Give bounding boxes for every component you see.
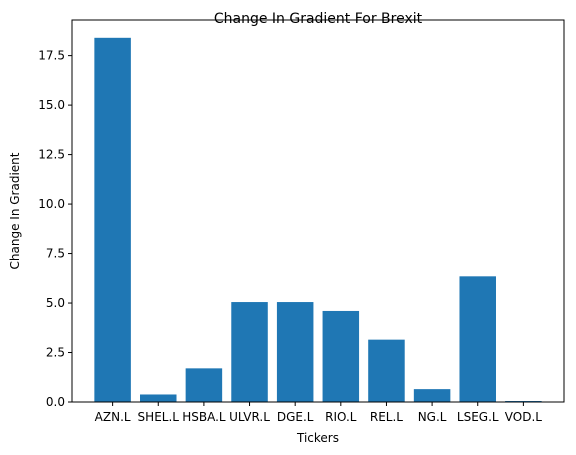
y-axis-ticks: 0.0 2.5 5.0 7.5 10.0 12.5 15.0 17.5: [38, 49, 72, 409]
bar-hsba-l: [185, 368, 223, 402]
x-tick-label: RIO.L: [325, 410, 357, 424]
bar-lseg-l: [459, 276, 496, 402]
y-tick-label: 0.0: [46, 395, 65, 409]
bars-group: [94, 37, 542, 403]
x-tick-label: AZN.L: [95, 410, 131, 424]
bar-ng-l: [413, 389, 451, 402]
x-axis-label: Tickers: [296, 431, 339, 445]
x-axis-ticks: AZN.L SHEL.L HSBA.L ULVR.L DGE.L RIO.L REL.L NG…: [95, 402, 542, 424]
y-tick-label: 7.5: [46, 247, 65, 261]
x-tick-label: DGE.L: [277, 410, 314, 424]
y-axis-label: Change In Gradient: [8, 152, 22, 269]
y-tick-label: 15.0: [38, 98, 65, 112]
x-tick-label: REL.L: [370, 410, 403, 424]
bar-rel-l: [368, 339, 405, 402]
bar-ulvr-l: [231, 302, 268, 402]
y-tick-label: 2.5: [46, 346, 65, 360]
x-tick-label: VOD.L: [505, 410, 542, 424]
y-tick-label: 10.0: [38, 197, 65, 211]
plot-frame: [71, 19, 565, 403]
x-tick-label: LSEG.L: [457, 410, 499, 424]
y-tick-label: 17.5: [38, 49, 65, 63]
x-tick-label: ULVR.L: [229, 410, 270, 424]
bar-azn-l: [94, 37, 131, 403]
y-tick-label: 12.5: [38, 148, 65, 162]
x-tick-label: HSBA.L: [182, 410, 226, 424]
y-tick-label: 5.0: [46, 296, 65, 310]
x-tick-label: SHEL.L: [138, 410, 180, 424]
chart-title: Change In Gradient For Brexit: [214, 11, 423, 27]
bar-shel-l: [140, 394, 177, 402]
bar-dge-l: [276, 302, 314, 402]
bar-rio-l: [322, 310, 360, 402]
x-tick-label: NG.L: [418, 410, 447, 424]
